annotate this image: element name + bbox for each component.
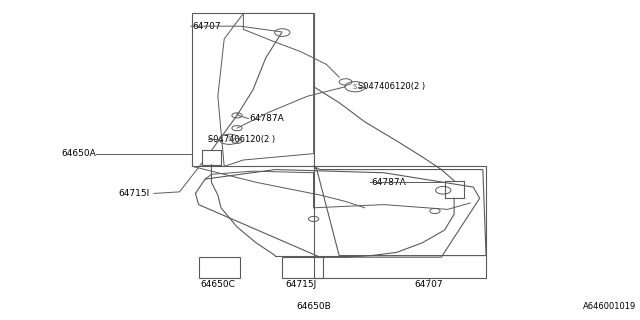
Bar <box>282 257 323 278</box>
Text: S: S <box>353 84 357 90</box>
Text: 64787A: 64787A <box>250 114 285 123</box>
Text: S047406120(2 ): S047406120(2 ) <box>208 135 275 144</box>
Bar <box>198 257 240 278</box>
Bar <box>314 166 486 278</box>
Text: A646001019: A646001019 <box>583 302 636 311</box>
Text: 64787A: 64787A <box>371 178 406 187</box>
Bar <box>192 13 314 166</box>
Text: 64707: 64707 <box>192 22 221 31</box>
Text: 64650C: 64650C <box>200 280 236 289</box>
Text: 64650B: 64650B <box>296 302 331 311</box>
Text: S047406120(2 ): S047406120(2 ) <box>358 82 426 91</box>
Text: 64707: 64707 <box>414 280 443 289</box>
Text: 64650A: 64650A <box>61 149 96 158</box>
Text: 64715I: 64715I <box>119 189 150 198</box>
Text: 64715J: 64715J <box>285 280 316 289</box>
Polygon shape <box>195 170 479 257</box>
Polygon shape <box>314 166 486 256</box>
Text: S: S <box>227 136 232 142</box>
